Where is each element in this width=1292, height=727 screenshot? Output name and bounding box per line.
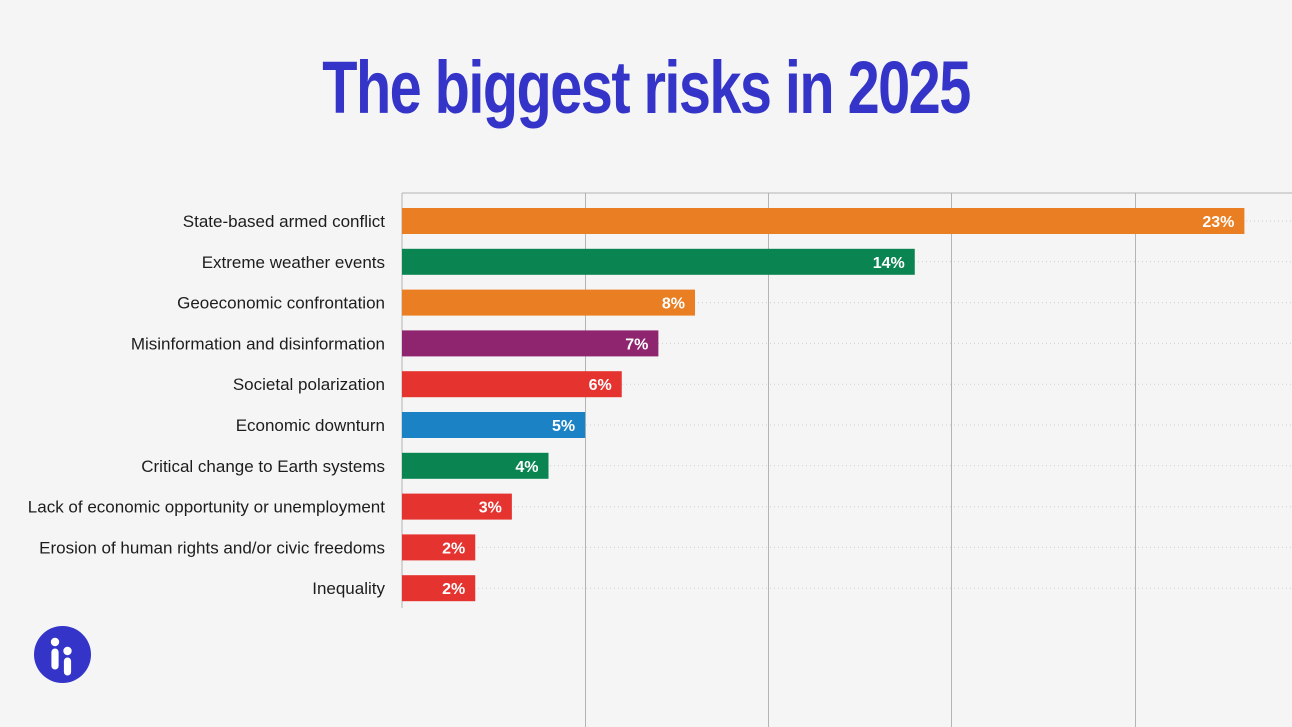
bar [402, 493, 512, 520]
data-label: 6% [589, 377, 612, 394]
category-label: Lack of economic opportunity or unemploy… [28, 498, 385, 517]
data-label: 3% [479, 500, 502, 517]
data-label: 7% [625, 336, 648, 353]
bar [402, 575, 476, 602]
bar [402, 289, 696, 316]
category-label: State-based armed conflict [183, 212, 385, 231]
data-label: 4% [515, 459, 538, 476]
bar [402, 534, 476, 561]
data-label: 2% [442, 581, 465, 598]
chart-bars [402, 208, 1245, 602]
category-label: Economic downturn [236, 416, 385, 435]
data-label: 23% [1202, 214, 1234, 231]
category-label: Critical change to Earth systems [141, 457, 385, 476]
bar [402, 248, 915, 275]
chart-labels: State-based armed conflict 23% Extreme wea… [28, 212, 1235, 598]
data-label: 5% [552, 418, 575, 435]
bar [402, 452, 549, 479]
data-label: 8% [662, 296, 685, 313]
data-label: 2% [442, 540, 465, 557]
bar [402, 371, 622, 398]
category-label: Geoeconomic confrontation [177, 294, 385, 313]
bar [402, 330, 659, 357]
bar [402, 412, 586, 438]
bar [402, 208, 1245, 234]
category-label: Extreme weather events [202, 253, 385, 272]
category-label: Societal polarization [233, 375, 385, 394]
category-label: Inequality [312, 579, 385, 598]
ii-logo-icon [34, 626, 91, 683]
category-label: Misinformation and disinformation [131, 334, 385, 353]
page-title: The biggest risks in 2025 [322, 46, 971, 129]
category-label: Erosion of human rights and/or civic fre… [39, 538, 385, 557]
data-label: 14% [873, 255, 905, 272]
